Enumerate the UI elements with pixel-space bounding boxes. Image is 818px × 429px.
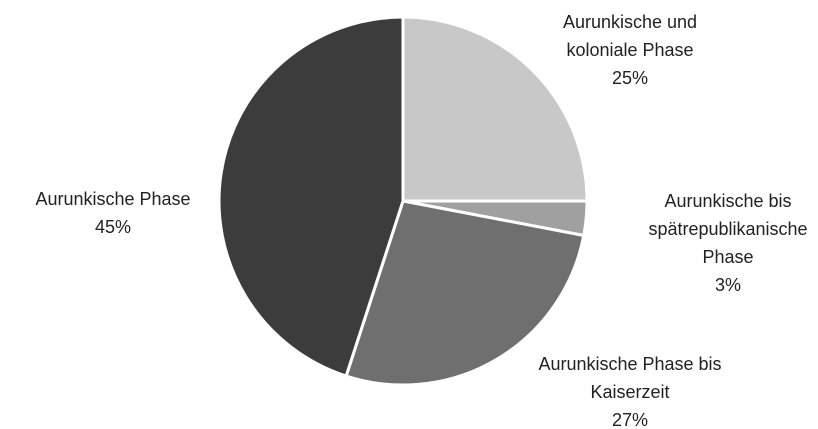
category-label: Aurunkische und koloniale Phase: [562, 12, 698, 60]
pie-slice: [217, 15, 405, 378]
category-label: Aurunkische bis spätrepublikanische Phas…: [648, 191, 808, 267]
value-label: 25%: [611, 68, 649, 88]
category-label: Aurunkische Phase: [35, 189, 191, 209]
value-label: 27%: [611, 410, 649, 429]
value-label: 3%: [714, 275, 741, 295]
category-label: Aurunkische Phase bis Kaiserzeit: [538, 354, 722, 402]
value-label: 45%: [94, 217, 132, 237]
slice-label: Aurunkische Phase 45%: [3, 185, 223, 241]
slice-label: Aurunkische und koloniale Phase 25%: [535, 8, 725, 92]
slice-label: Aurunkische Phase bis Kaiserzeit 27%: [535, 350, 725, 429]
pie-slice: [344, 199, 586, 387]
slice-label: Aurunkische bis spätrepublikanische Phas…: [633, 187, 818, 299]
pie-slice: [401, 15, 589, 203]
